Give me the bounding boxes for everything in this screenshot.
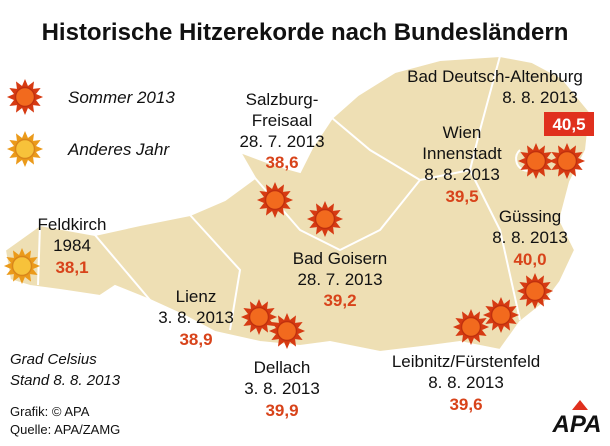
location-name: Bad Goisern	[293, 249, 388, 268]
location-feldkirch: Feldkirch 1984 38,1	[38, 215, 107, 277]
location-value: 39,5	[445, 187, 478, 206]
location-leibnitz: Leibnitz/Fürstenfeld 8. 8. 2013 39,6	[392, 352, 540, 414]
location-guessing: Güssing 8. 8. 2013 40,0	[492, 207, 568, 269]
location-date: 3. 8. 2013	[158, 308, 234, 327]
credit: Quelle: APA/ZAMG	[10, 422, 120, 437]
location-bad-goisern: Bad Goisern 28. 7. 2013 39,2	[293, 249, 388, 310]
location-name: Wien	[443, 123, 482, 142]
location-name: Leibnitz/Fürstenfeld	[392, 352, 540, 371]
apa-logo: APA	[552, 400, 602, 438]
location-name: Bad Deutsch-Altenburg	[407, 67, 583, 86]
location-date: 28. 7. 2013	[239, 132, 324, 151]
location-name: Güssing	[499, 207, 561, 226]
location-name: Salzburg-	[246, 90, 319, 109]
state-borders	[37, 55, 541, 331]
location-name: Lienz	[176, 287, 217, 306]
location-value: 40,5	[552, 115, 585, 134]
location-date: 8. 8. 2013	[492, 228, 568, 247]
location-date: 3. 8. 2013	[244, 379, 320, 398]
location-name: Feldkirch	[38, 215, 107, 234]
title: Historische Hitzerekorde nach Bundesländ…	[42, 19, 569, 46]
location-name: Freisaal	[252, 111, 312, 130]
note: Grad Celsius	[10, 351, 97, 368]
note: Stand 8. 8. 2013	[10, 372, 121, 389]
location-date: 28. 7. 2013	[297, 270, 382, 289]
location-dellach: Dellach 3. 8. 2013 39,9	[244, 358, 320, 420]
location-bad-deutsch-altenburg: Bad Deutsch-Altenburg 8. 8. 2013 40,5	[407, 67, 594, 136]
location-salzburg: Salzburg- Freisaal 28. 7. 2013 38,6	[239, 90, 324, 172]
location-value: 38,1	[55, 258, 88, 277]
logo-text: APA	[552, 411, 602, 438]
location-date: 8. 8. 2013	[424, 165, 500, 184]
map-austria	[3, 54, 592, 354]
location-wien: Wien Innenstadt 8. 8. 2013 39,5	[422, 123, 502, 206]
location-date: 1984	[53, 236, 91, 255]
location-date: 8. 8. 2013	[502, 88, 578, 107]
legend-label: Anderes Jahr	[67, 140, 170, 159]
location-value: 39,9	[265, 401, 298, 420]
location-value: 40,0	[513, 250, 546, 269]
location-value: 38,6	[265, 153, 298, 172]
value-box	[544, 112, 594, 136]
credit: Grafik: © APA	[10, 404, 90, 419]
location-value: 39,6	[449, 395, 482, 414]
legend-sun	[6, 130, 44, 168]
location-value: 39,2	[323, 291, 356, 310]
legend-sun	[6, 78, 44, 116]
location-value: 38,9	[179, 330, 212, 349]
location-name: Innenstadt	[422, 144, 502, 163]
location-date: 8. 8. 2013	[428, 373, 504, 392]
location-lienz: Lienz 3. 8. 2013 38,9	[158, 287, 234, 349]
legend-label: Sommer 2013	[68, 88, 175, 107]
location-name: Dellach	[254, 358, 311, 377]
